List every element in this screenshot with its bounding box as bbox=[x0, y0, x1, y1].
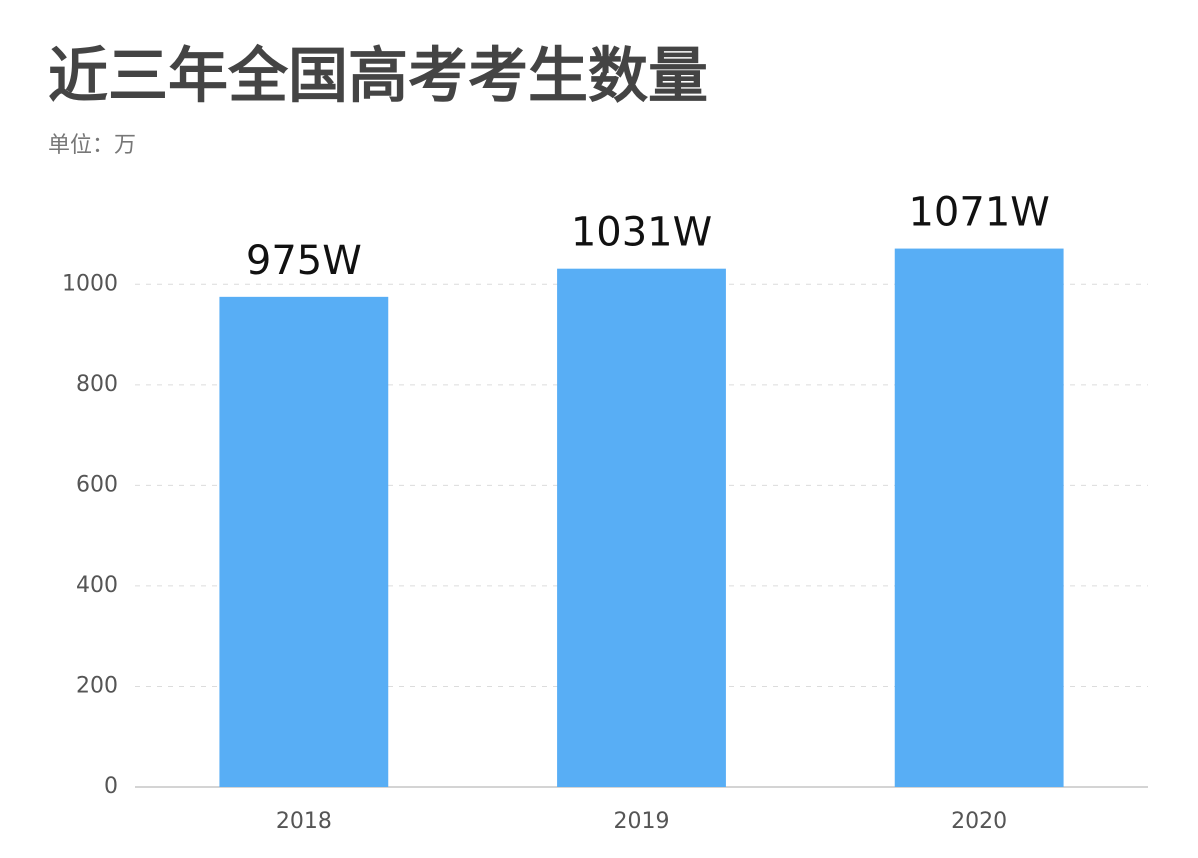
bar bbox=[557, 268, 726, 787]
y-tick-label: 400 bbox=[76, 573, 118, 598]
value-label: 1031W bbox=[571, 210, 712, 256]
chart-title: 近三年全国高考考生数量 bbox=[48, 42, 708, 112]
y-tick-label: 600 bbox=[76, 472, 118, 497]
y-tick-label: 200 bbox=[76, 673, 118, 698]
x-tick-label: 2020 bbox=[951, 809, 1007, 834]
y-tick-label: 800 bbox=[76, 372, 118, 397]
y-tick-label: 1000 bbox=[62, 271, 118, 296]
bar bbox=[894, 248, 1064, 787]
y-tick-label: 0 bbox=[104, 774, 118, 799]
x-tick-label: 2019 bbox=[614, 809, 670, 834]
value-label: 975W bbox=[246, 238, 362, 284]
x-tick-label: 2018 bbox=[276, 809, 332, 834]
bar bbox=[219, 296, 389, 787]
chart-subtitle: 单位：万 bbox=[48, 133, 136, 158]
value-label: 1071W bbox=[908, 190, 1049, 236]
